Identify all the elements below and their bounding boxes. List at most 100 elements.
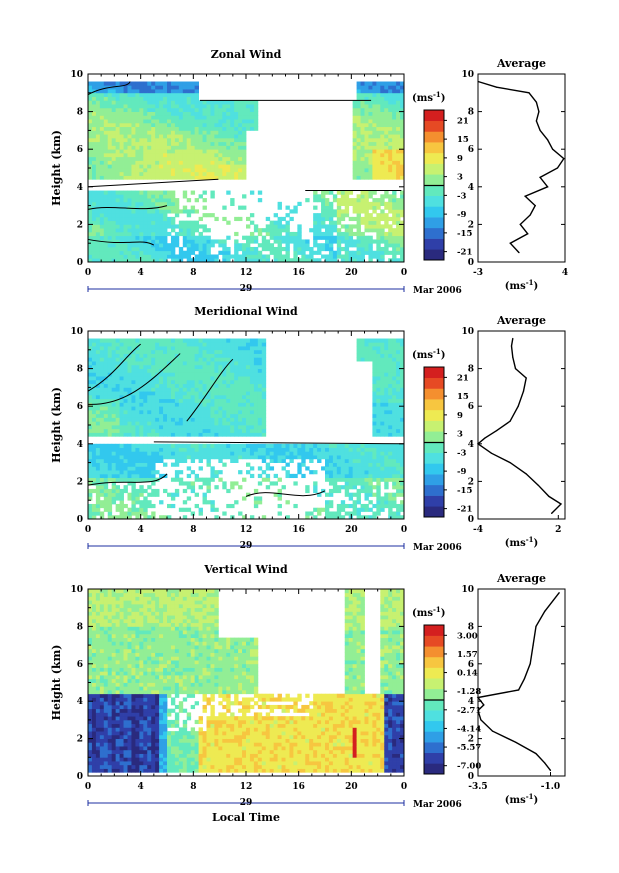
heatmap-cell xyxy=(198,417,203,422)
heatmap-cell xyxy=(103,338,109,343)
heatmap-cell xyxy=(242,421,247,426)
heatmap-cell xyxy=(218,383,223,388)
heatmap-cell xyxy=(249,104,255,109)
heatmap-cell xyxy=(155,100,160,105)
heatmap-cell xyxy=(194,81,199,86)
heatmap-cell xyxy=(368,134,373,139)
heatmap-cell xyxy=(206,111,211,116)
heatmap-cell xyxy=(325,243,330,248)
heatmap-cell xyxy=(119,470,124,475)
heatmap-cell xyxy=(392,164,397,169)
heatmap-cell xyxy=(380,89,385,94)
heatmap-cell xyxy=(234,104,239,109)
heatmap-cell xyxy=(277,205,282,210)
heatmap-cell xyxy=(234,372,239,377)
heatmap-cell xyxy=(218,364,223,369)
heatmap-cell xyxy=(340,485,346,490)
y-tick-label: 0 xyxy=(77,515,83,525)
heatmap-cell xyxy=(131,198,136,203)
heatmap-cell xyxy=(143,417,148,422)
heatmap-cell xyxy=(242,417,247,422)
colorbar-segment xyxy=(424,227,444,239)
heatmap-cell xyxy=(356,228,361,233)
heatmap-cell xyxy=(111,470,117,475)
heatmap-cell xyxy=(222,443,227,448)
heatmap-cell xyxy=(99,364,105,369)
heatmap-cell xyxy=(178,141,184,146)
heatmap-cell xyxy=(155,89,160,94)
heatmap-cell xyxy=(127,443,132,448)
heatmap-cell xyxy=(91,213,97,218)
heatmap-cell xyxy=(226,220,231,225)
heatmap-cell xyxy=(277,231,282,237)
heatmap-cell xyxy=(95,462,101,467)
heatmap-cell xyxy=(127,406,132,411)
heatmap-cell xyxy=(155,156,160,161)
heatmap-cell xyxy=(103,228,109,233)
heatmap-cell xyxy=(88,364,93,369)
heatmap-cell xyxy=(246,361,251,366)
heatmap-cell xyxy=(123,168,128,173)
heatmap-cell xyxy=(186,96,192,101)
heatmap-cell xyxy=(301,443,306,448)
heatmap-cell xyxy=(123,141,128,146)
heatmap-cell xyxy=(226,107,231,112)
heatmap-cell xyxy=(249,425,255,430)
heatmap-cell xyxy=(115,92,120,97)
heatmap-cell xyxy=(368,104,373,109)
heatmap-cell xyxy=(253,428,259,433)
heatmap-cell xyxy=(376,338,381,343)
heatmap-cell xyxy=(139,477,144,482)
heatmap-cell xyxy=(230,111,235,116)
heatmap-cell xyxy=(348,492,354,497)
heatmap-cell xyxy=(261,413,267,418)
heatmap-cell xyxy=(242,368,247,373)
heatmap-cell xyxy=(135,126,140,131)
heatmap-cell xyxy=(313,231,318,237)
heatmap-cell xyxy=(356,209,361,214)
heatmap-cell xyxy=(210,406,215,411)
heatmap-cell xyxy=(151,379,156,385)
heatmap-cell xyxy=(178,477,184,482)
heatmap-cell xyxy=(265,455,271,460)
heatmap-cell xyxy=(115,376,120,381)
heatmap-cell xyxy=(253,235,259,240)
heatmap-cell xyxy=(218,391,223,396)
heatmap-cell xyxy=(376,160,381,165)
heatmap-cell xyxy=(364,353,369,358)
heatmap-cell xyxy=(249,417,255,422)
heatmap-cell xyxy=(376,213,381,218)
heatmap-cell xyxy=(167,432,172,437)
heatmap-cell xyxy=(139,141,144,146)
heatmap-cell xyxy=(202,111,207,116)
heatmap-cell xyxy=(376,417,381,422)
heatmap-cell xyxy=(242,379,247,385)
heatmap-cell xyxy=(123,92,128,97)
heatmap-cell xyxy=(392,246,397,252)
heatmap-cell xyxy=(178,175,184,180)
heatmap-cell xyxy=(178,107,184,112)
heatmap-cell xyxy=(170,361,176,366)
heatmap-cell xyxy=(115,470,120,475)
heatmap-cell xyxy=(305,488,310,494)
heatmap-cell xyxy=(194,92,199,97)
heatmap-cell xyxy=(376,235,381,240)
heatmap-cell xyxy=(340,254,346,259)
y-axis-label: Height (km) xyxy=(50,130,63,206)
heatmap-cell xyxy=(360,96,365,101)
heatmap-cell xyxy=(368,492,373,497)
heatmap-cell xyxy=(246,451,251,456)
heatmap-cell xyxy=(135,194,140,199)
heatmap-cell xyxy=(368,346,373,351)
heatmap-cell xyxy=(119,488,124,494)
heatmap-cell xyxy=(210,254,215,259)
heatmap-cell xyxy=(257,417,263,422)
heatmap-cell xyxy=(151,470,156,475)
heatmap-cell xyxy=(218,368,223,373)
heatmap-cell xyxy=(214,164,219,169)
heatmap-cell xyxy=(170,447,176,452)
heatmap-cell xyxy=(111,190,117,195)
heatmap-cell xyxy=(167,224,172,229)
heatmap-cell xyxy=(214,107,219,112)
heatmap-cell xyxy=(155,96,160,101)
